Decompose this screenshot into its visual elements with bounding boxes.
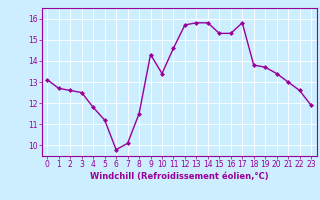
X-axis label: Windchill (Refroidissement éolien,°C): Windchill (Refroidissement éolien,°C) <box>90 172 268 181</box>
